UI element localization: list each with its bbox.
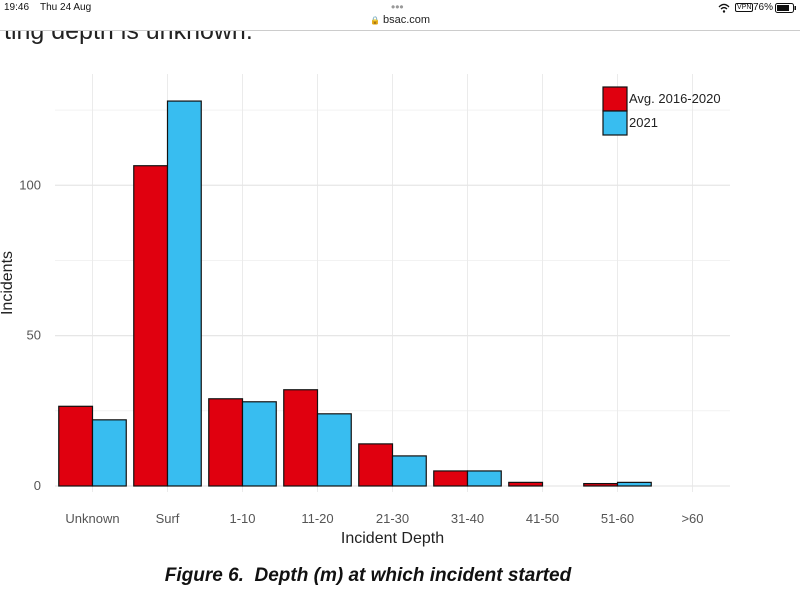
dots: ••• — [391, 0, 404, 14]
legend-swatch — [602, 86, 628, 112]
x-tick-label: Surf — [156, 511, 180, 526]
chart: 0 50 100 Unknown Surf 1-10 11-20 21-30 31-40 41-5… — [0, 74, 730, 547]
caption: Figure 6. Depth (m) at which incident st… — [164, 565, 572, 586]
date: Thu 24 Aug — [40, 2, 92, 13]
y-tick-label: 50 — [27, 328, 41, 343]
x-tick-label: 51-60 — [601, 511, 634, 526]
bar — [466, 470, 502, 487]
x-tick-label: 1-10 — [229, 511, 255, 526]
x-tick-label: 11-20 — [301, 511, 333, 526]
bar — [391, 455, 427, 487]
lock-icon: 🔒 — [369, 16, 380, 25]
bar — [616, 481, 652, 487]
bar — [58, 405, 94, 487]
wifi-icon — [718, 3, 730, 13]
x-axis-title: Incident Depth — [341, 530, 444, 547]
vpn-badge: VPN — [735, 3, 754, 12]
address-bar[interactable]: 🔒 bsac.com — [0, 14, 800, 26]
legend-swatch — [602, 110, 628, 136]
y-tick-label: 0 — [34, 478, 41, 493]
bar — [433, 470, 469, 487]
y-axis-title: Incidents — [0, 251, 16, 315]
x-tick-label: 21-30 — [376, 511, 409, 526]
bar — [358, 443, 394, 487]
separator — [0, 30, 800, 31]
bar — [283, 389, 319, 487]
partial-text-box: ting depth is unknown. — [0, 31, 800, 45]
bar — [583, 482, 619, 487]
x-tick-label: >60 — [681, 511, 703, 526]
battery-percent: 76% — [753, 2, 774, 13]
time: 19:46 — [4, 2, 30, 13]
x-tick-label: 31-40 — [451, 511, 484, 526]
url[interactable]: bsac.com — [382, 14, 431, 26]
bar — [316, 413, 352, 487]
bar — [91, 419, 127, 487]
x-tick-label: Unknown — [65, 511, 119, 526]
bar — [208, 398, 244, 487]
legend-label: 2021 — [629, 115, 658, 130]
battery-icon — [775, 3, 796, 13]
x-tick-label: 41-50 — [526, 511, 559, 526]
bar — [508, 481, 544, 487]
bar — [166, 100, 202, 487]
legend-label: Avg. 2016-2020 — [629, 91, 721, 106]
bar — [241, 401, 277, 487]
partial-text: ting depth is unknown. — [4, 31, 253, 45]
y-tick-label: 100 — [19, 177, 41, 192]
bar — [133, 165, 169, 487]
